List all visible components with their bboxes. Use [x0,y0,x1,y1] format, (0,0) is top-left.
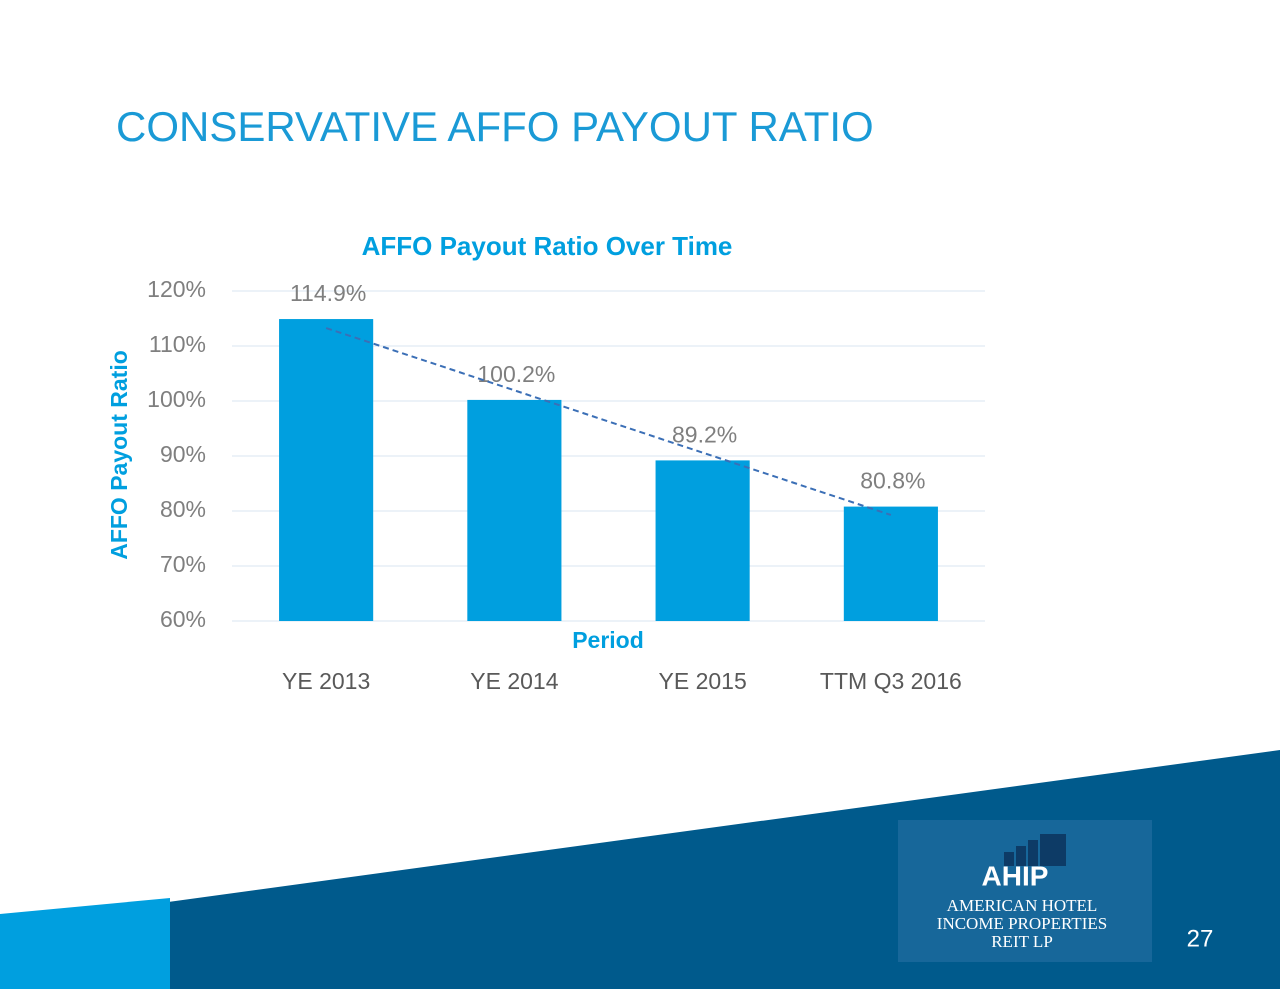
logo-mark: AHIP [982,860,1049,891]
x-tick-label: YE 2014 [470,668,558,694]
bar [843,506,938,621]
y-tick-label: 80% [160,496,206,522]
logo-text: REIT LP [991,932,1053,951]
logo-text: INCOME PROPERTIES [937,914,1107,933]
trendline [325,327,892,516]
logo-text: AMERICAN HOTEL [947,896,1098,915]
x-tick-label: TTM Q3 2016 [820,668,962,694]
logo-box [898,820,1152,962]
footer-accent [0,898,170,989]
data-label: 80.8% [860,468,925,494]
y-tick-label: 70% [160,551,206,577]
y-tick-label: 100% [147,386,206,412]
y-tick-label: 60% [160,606,206,632]
bar [467,399,562,621]
data-label: 100.2% [477,361,555,387]
data-label: 114.9% [290,280,366,306]
data-label: 89.2% [672,421,737,447]
x-axis-title: Period [572,627,644,653]
y-tick-label: 110% [149,331,206,357]
y-tick-label: 120% [147,276,206,302]
y-tick-label: 90% [160,441,206,467]
page-number: 27 [1187,925,1214,952]
y-axis-title: AFFO Payout Ratio [106,350,132,560]
slide-title: CONSERVATIVE AFFO PAYOUT RATIO [116,103,874,150]
x-tick-label: YE 2013 [282,668,370,694]
bar [279,319,374,621]
bar [655,460,750,621]
chart-title: AFFO Payout Ratio Over Time [362,231,733,261]
logo-icon [1004,834,1066,866]
x-tick-label: YE 2015 [659,668,747,694]
